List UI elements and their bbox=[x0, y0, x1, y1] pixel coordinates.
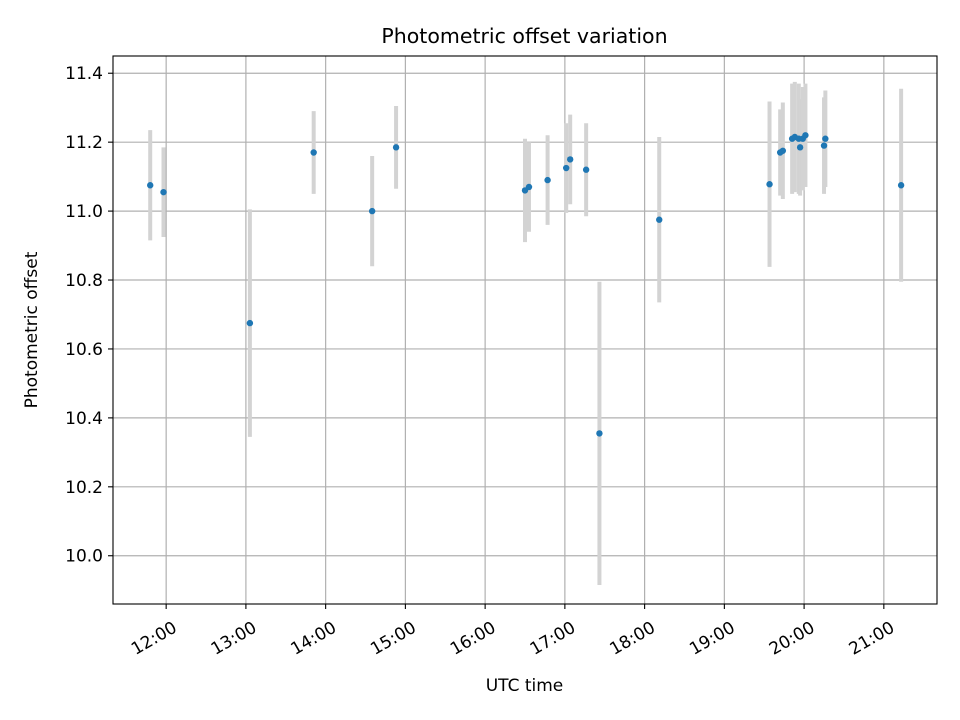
y-tick-label: 10.2 bbox=[65, 478, 103, 498]
y-tick-label: 11.0 bbox=[65, 202, 103, 222]
data-point bbox=[766, 181, 773, 188]
data-point bbox=[392, 144, 400, 151]
data-points bbox=[147, 132, 905, 437]
data-point bbox=[160, 188, 167, 196]
data-point bbox=[246, 319, 254, 327]
data-point bbox=[897, 182, 905, 189]
data-point bbox=[563, 164, 570, 172]
plot-frame bbox=[112, 55, 938, 605]
data-point bbox=[582, 166, 590, 173]
data-point bbox=[566, 156, 574, 163]
data-point bbox=[147, 182, 154, 189]
y-tick-label: 10.6 bbox=[65, 340, 103, 360]
x-axis-title: UTC time bbox=[486, 676, 564, 696]
data-point bbox=[310, 149, 317, 156]
data-point bbox=[802, 132, 809, 139]
data-point bbox=[796, 144, 804, 151]
data-point bbox=[596, 430, 603, 437]
y-tick-label: 10.0 bbox=[65, 547, 103, 567]
data-point bbox=[822, 135, 829, 142]
data-point bbox=[525, 183, 533, 191]
data-point bbox=[820, 142, 828, 149]
y-tick-label: 10.8 bbox=[65, 271, 103, 291]
data-point bbox=[544, 176, 551, 184]
y-tick-label: 11.4 bbox=[65, 64, 103, 84]
y-tick-label: 11.2 bbox=[65, 133, 103, 153]
y-tick-label: 10.4 bbox=[65, 409, 103, 429]
data-point bbox=[368, 207, 376, 215]
data-point bbox=[779, 147, 787, 154]
chart-title: Photometric offset variation bbox=[381, 24, 667, 48]
data-point bbox=[656, 216, 663, 223]
y-axis-title: Photometric offset bbox=[22, 251, 42, 408]
